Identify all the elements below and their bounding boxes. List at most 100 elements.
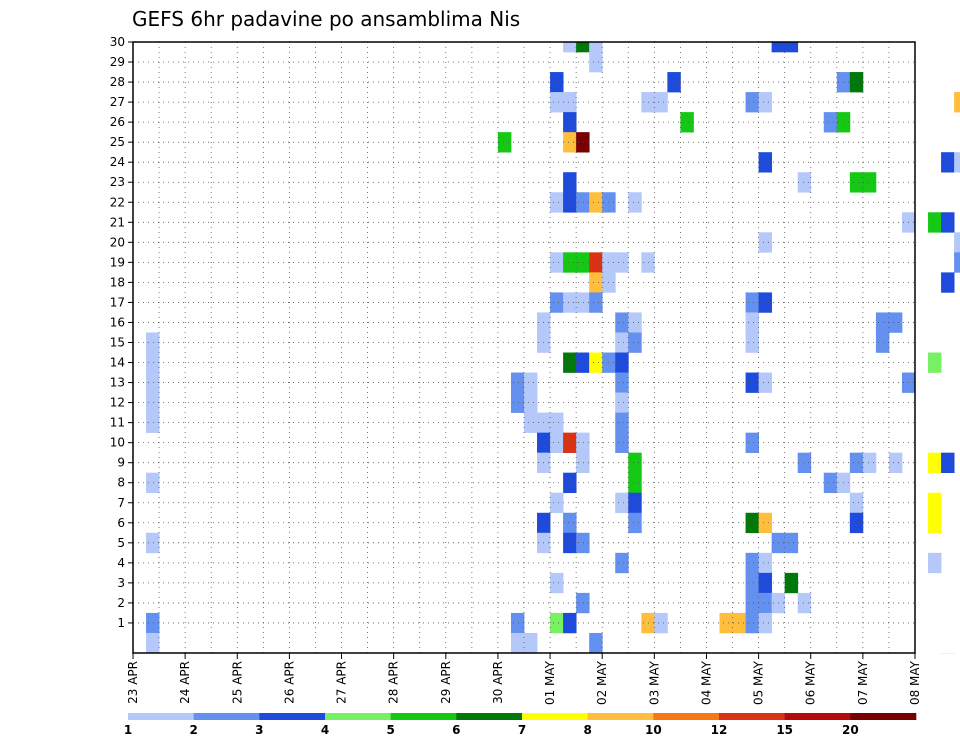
heatmap-cell	[146, 472, 160, 494]
heatmap-cell	[576, 42, 590, 53]
heatmap-cell	[875, 312, 890, 333]
heatmap-cell	[758, 372, 773, 393]
heatmap-cell	[784, 572, 799, 594]
y-tick-label: 14	[110, 356, 125, 370]
heatmap-cell	[563, 132, 577, 153]
heatmap-cell	[563, 432, 577, 453]
heatmap-cell	[654, 92, 668, 113]
heatmap-cell	[550, 92, 564, 113]
heatmap-cell	[628, 312, 642, 333]
heatmap-cell	[771, 42, 786, 53]
heatmap-cell	[550, 412, 564, 433]
heatmap-cell	[563, 292, 577, 313]
heatmap-cell	[146, 532, 160, 554]
heatmap-cell	[589, 252, 603, 273]
x-tick-label: 02 MAY	[595, 660, 609, 705]
colorbar-label: 12	[711, 723, 728, 737]
heatmap-cell	[576, 192, 590, 213]
heatmap-cell	[550, 432, 564, 453]
heatmap-cell	[719, 612, 733, 634]
heatmap-cell	[146, 632, 160, 654]
heatmap-cell	[550, 572, 564, 594]
y-tick-label: 1	[117, 616, 125, 630]
colorbar-label: 1	[124, 723, 132, 737]
heatmap-cell	[497, 132, 512, 153]
colorbar-swatch	[456, 713, 523, 720]
colorbar-swatch	[522, 713, 588, 720]
y-tick-label: 19	[110, 255, 125, 269]
heatmap-cell	[615, 332, 629, 353]
heatmap-cell	[146, 372, 160, 393]
heatmap-cell	[615, 352, 629, 373]
x-tick-label: 04 MAY	[699, 660, 713, 705]
heatmap-cell	[550, 292, 564, 313]
heatmap-cell	[563, 92, 577, 113]
heatmap-cell	[563, 42, 577, 53]
heatmap-cell	[745, 572, 759, 594]
heatmap-cell	[550, 492, 564, 514]
colorbar-label: 8	[583, 723, 591, 737]
heatmap-cell	[589, 192, 603, 213]
y-tick-label: 7	[117, 496, 125, 510]
y-tick-label: 30	[110, 35, 125, 49]
heatmap-cell	[758, 572, 773, 594]
x-tick-label: 25 APR	[230, 661, 244, 704]
heatmap-cell	[563, 172, 577, 193]
x-axis-ticks: 23 APR 24 APR 25 APR 26 APR 27 APR 28 APR 29 A…	[126, 653, 922, 705]
heatmap-cell	[576, 292, 590, 313]
heatmap-cell	[615, 412, 629, 433]
colorbar-label: 2	[189, 723, 197, 737]
heatmap-cell	[928, 452, 942, 473]
heatmap-cell	[550, 252, 564, 273]
y-tick-label: 27	[110, 95, 125, 109]
heatmap-cell	[576, 432, 590, 453]
heatmap-cell	[745, 612, 759, 634]
colorbar-label: 20	[842, 723, 859, 737]
y-tick-label: 21	[110, 215, 125, 229]
heatmap-cell	[758, 152, 773, 173]
heatmap-cell	[849, 512, 864, 534]
heatmap-cell	[510, 632, 525, 654]
heatmap-cell	[758, 232, 773, 253]
heatmap-cell	[628, 492, 642, 514]
heatmap-cell	[745, 372, 759, 393]
colorbar-label: 7	[518, 723, 526, 737]
heatmap-cell	[875, 332, 890, 353]
heatmap-cell	[563, 532, 577, 554]
y-tick-label: 9	[117, 456, 125, 470]
heatmap-cell	[862, 452, 877, 473]
heatmap-cell	[941, 152, 955, 173]
x-tick-label: 08 MAY	[908, 660, 922, 705]
heatmap-cell	[615, 392, 629, 413]
heatmap-cell	[928, 552, 942, 574]
y-tick-label: 23	[110, 175, 125, 189]
y-tick-label: 28	[110, 75, 125, 89]
y-tick-label: 2	[117, 596, 125, 610]
heatmap-cell	[745, 432, 759, 453]
x-tick-label: 06 MAY	[804, 660, 818, 705]
heatmap-cell	[745, 592, 759, 614]
heatmap-cell	[849, 452, 864, 473]
heatmap-cell	[797, 592, 812, 614]
heatmap-cell	[615, 252, 629, 273]
heatmap-cell	[563, 252, 577, 273]
y-tick-label: 24	[110, 155, 125, 169]
y-tick-label: 25	[110, 135, 125, 149]
heatmap-cell	[524, 372, 538, 393]
y-tick-label: 11	[110, 416, 125, 430]
heatmap-cell	[745, 512, 759, 534]
y-tick-label: 16	[110, 315, 125, 329]
y-tick-label: 26	[110, 115, 125, 129]
heatmap-cell	[628, 332, 642, 353]
heatmap-cell	[758, 292, 773, 313]
heatmap-cell	[563, 512, 577, 534]
heatmap-cell	[550, 192, 564, 213]
heatmap-cell	[849, 172, 864, 193]
heatmap-cell	[758, 92, 773, 113]
x-tick-label: 28 APR	[387, 661, 401, 704]
x-tick-label: 29 APR	[439, 661, 453, 704]
heatmap-cell	[941, 212, 955, 233]
heatmap-cell	[550, 72, 564, 93]
heatmap-cell	[823, 112, 838, 133]
heatmap-cell	[146, 352, 160, 373]
